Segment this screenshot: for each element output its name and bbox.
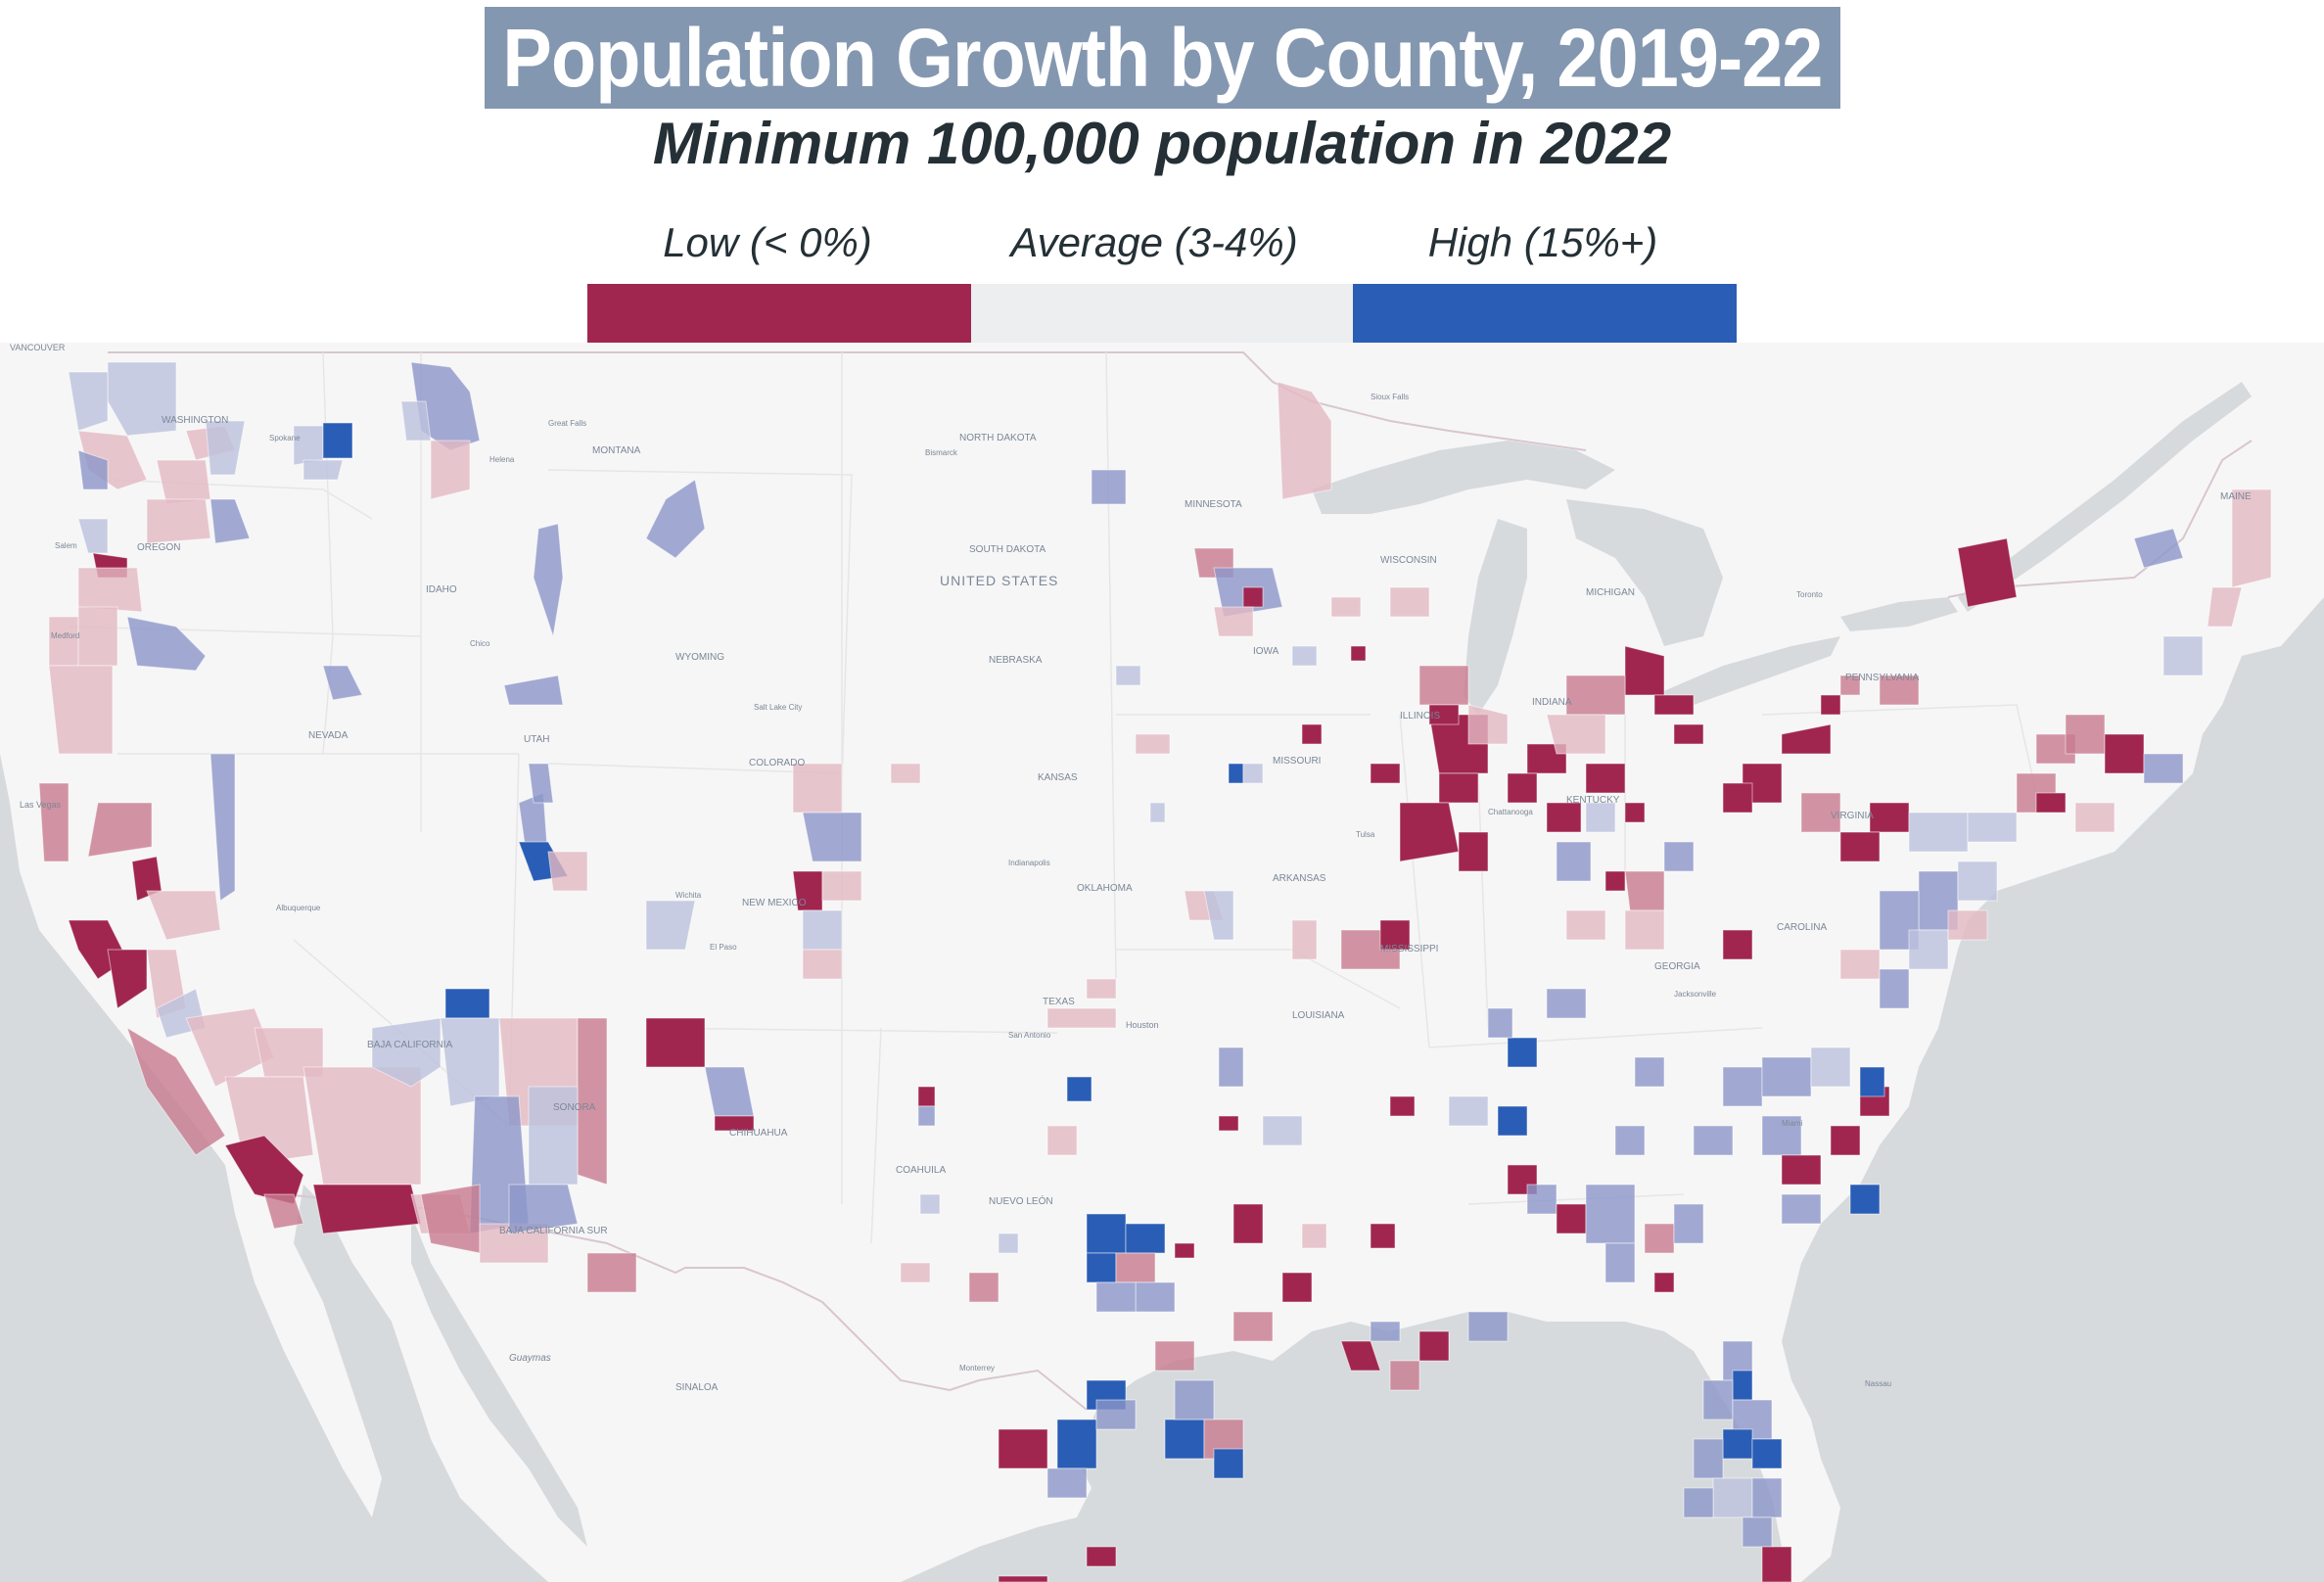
state-label-wisconsin: WISCONSIN — [1380, 555, 1437, 566]
state-label-chihuahua: CHIHUAHUA — [729, 1128, 788, 1139]
city-label-bismarck: Bismarck — [925, 448, 958, 457]
county-polygons — [38, 361, 2272, 1582]
city-label-memphis: Tulsa — [1356, 830, 1375, 839]
state-label-minnesota: MINNESOTA — [1185, 499, 1242, 510]
city-label-nassau: Nassau — [1865, 1379, 1891, 1388]
state-label-idaho: IDAHO — [426, 584, 457, 595]
state-label-washington: WASHINGTON — [162, 415, 228, 426]
legend-swatch-average — [971, 284, 1355, 343]
city-label-vancouver: VANCOUVER — [10, 343, 66, 352]
city-label-houston: Houston — [1126, 1020, 1159, 1030]
us-mexico-border — [283, 1193, 1088, 1411]
state-label-kansas: KANSAS — [1038, 772, 1078, 783]
legend-label-average: Average (3-4%) — [1010, 219, 1298, 265]
state-label-iowa: IOWA — [1253, 646, 1279, 657]
state-label-coahuila: COAHUILA — [896, 1165, 946, 1176]
city-label-medford: Medford — [51, 631, 79, 640]
st-lawrence — [1958, 382, 2252, 612]
lake-erie — [1654, 636, 1840, 715]
state-label-mississippi: MISSISSIPPI — [1380, 944, 1438, 954]
state-label-sonora: SONORA — [553, 1102, 596, 1113]
lake-superior — [1312, 441, 1615, 514]
lake-ontario — [1840, 597, 1958, 631]
state-label-colorado: COLORADO — [749, 758, 805, 768]
state-label-oklahoma: OKLAHOMA — [1077, 883, 1133, 894]
state-label-montana: MONTANA — [592, 445, 641, 456]
legend-swatch-low — [587, 284, 971, 343]
us-county-map[interactable]: UNITED STATES WASHINGTON OREGON IDAHO MO… — [0, 343, 2324, 1582]
city-label-albuquerque: Wichita — [675, 891, 702, 900]
city-label-gulf-of-california: Guaymas — [509, 1353, 551, 1364]
city-label-salt-lake-city: Chico — [470, 639, 490, 648]
page-subtitle: Minimum 100,000 population in 2022 — [652, 111, 1672, 176]
state-label-illinois: ILLINOIS — [1400, 711, 1440, 721]
state-label-texas: TEXAS — [1043, 997, 1075, 1007]
lake-michigan — [1464, 519, 1527, 715]
city-label-great-falls: Great Falls — [548, 419, 586, 428]
gulf-of-california — [411, 1214, 587, 1547]
city-label-salem: Salem — [55, 541, 77, 550]
north-america-land — [0, 343, 2324, 1582]
state-label-wyoming: WYOMING — [675, 652, 724, 663]
city-label-jacksonville: Jacksonville — [1674, 990, 1717, 999]
page-title: Population Growth by County, 2019-22 — [502, 11, 1823, 104]
city-label-miami: Miami — [1782, 1119, 1803, 1128]
legend-swatch-high — [1353, 284, 1737, 343]
state-label-sinaloa: SINALOA — [675, 1382, 719, 1393]
state-label-louisiana: LOUISIANA — [1292, 1010, 1345, 1021]
state-label-virginia: VIRGINIA — [1831, 811, 1874, 821]
state-label-south-dakota: SOUTH DAKOTA — [969, 544, 1046, 555]
state-label-michigan: MICHIGAN — [1586, 587, 1635, 598]
state-label-kentucky: KENTUCKY — [1566, 795, 1620, 806]
legend-label-high: High (15%+) — [1427, 219, 1658, 265]
state-label-north-dakota: NORTH DAKOTA — [959, 433, 1037, 443]
state-label-new-mexico: NEW MEXICO — [742, 898, 807, 908]
state-label-nevada: NEVADA — [308, 730, 349, 741]
city-label-monterrey: Monterrey — [959, 1364, 995, 1373]
map-labels: UNITED STATES WASHINGTON OREGON IDAHO MO… — [10, 343, 2252, 1393]
state-label-nebraska: NEBRASKA — [989, 655, 1043, 666]
city-label-san-diego: Albuquerque — [276, 904, 321, 912]
city-label-nashville: Chattanooga — [1488, 808, 1533, 816]
country-label: UNITED STATES — [940, 573, 1058, 588]
state-label-oregon: OREGON — [137, 542, 180, 553]
city-label-spokane: Spokane — [269, 434, 301, 442]
state-label-georgia: GEORGIA — [1654, 961, 1700, 972]
city-label-helena: Helena — [489, 455, 515, 464]
state-label-missouri: MISSOURI — [1273, 756, 1321, 767]
state-label-baja-california: BAJA CALIFORNIA — [367, 1040, 453, 1050]
city-label-el-paso: El Paso — [710, 943, 737, 952]
state-label-arkansas: ARKANSAS — [1273, 873, 1326, 884]
city-label-toronto: Toronto — [1796, 590, 1823, 599]
city-label-wichita: Indianapolis — [1008, 859, 1050, 867]
legend-label-low: Low (< 0%) — [663, 219, 872, 265]
city-label-san-antonio: San Antonio — [1008, 1031, 1051, 1040]
city-label-san-francisco: Las Vegas — [20, 800, 62, 810]
state-label-nuevo-leon: NUEVO LEÓN — [989, 1194, 1053, 1207]
city-label-thunder-bay: Sioux Falls — [1371, 393, 1409, 401]
state-label-pennsylvania: PENNSYLVANIA — [1845, 673, 1920, 683]
state-label-carolina: CAROLINA — [1777, 922, 1827, 933]
state-label-maine: MAINE — [2220, 491, 2252, 502]
state-label-baja-california-sur: BAJA CALIFORNIA SUR — [499, 1226, 608, 1236]
state-label-utah: UTAH — [524, 734, 549, 745]
lake-huron — [1566, 499, 1723, 646]
state-label-indiana: INDIANA — [1532, 697, 1572, 708]
city-label-denver: Salt Lake City — [754, 703, 802, 712]
gulf-of-mexico — [1077, 1312, 1791, 1582]
title-banner: Population Growth by County, 2019-22 — [485, 7, 1840, 109]
